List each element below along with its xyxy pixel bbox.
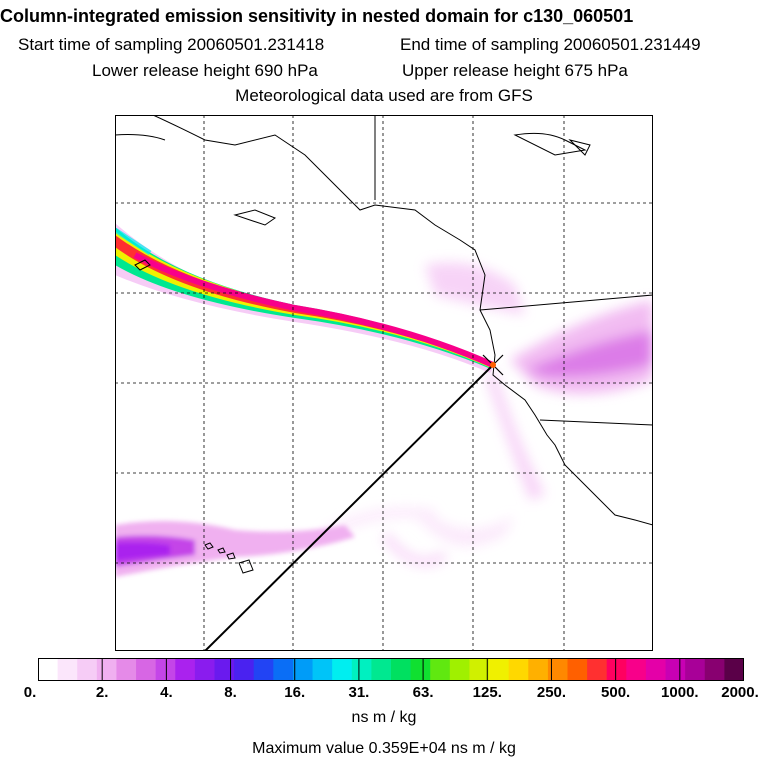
colorbar-cell	[645, 658, 667, 681]
lat-lon-grid	[115, 115, 653, 651]
colorbar-cell	[508, 658, 529, 681]
colorbar-tick-label: 2.	[95, 684, 109, 701]
colorbar-cell	[410, 658, 431, 681]
lower-release-height: Lower release height 690 hPa	[92, 61, 318, 80]
page-title: Column-integrated emission sensitivity i…	[0, 6, 634, 26]
colorbar-cell	[430, 658, 451, 681]
sampling-end-time: End time of sampling 20060501.231449	[400, 35, 701, 54]
colorbar-cell	[665, 658, 686, 681]
flight-track	[204, 364, 494, 651]
colorbar-cell	[155, 658, 176, 681]
colorbar-cell	[724, 658, 744, 681]
colorbar-tick-label: 125.	[472, 684, 502, 701]
colorbar-tick-label: 8.	[224, 684, 237, 701]
colorbar-cell	[606, 658, 627, 681]
colorbar-cell	[351, 658, 372, 681]
colorbar-cell	[96, 658, 117, 681]
sampling-start-time: Start time of sampling 20060501.231418	[18, 35, 325, 54]
hawaii-islands	[204, 542, 254, 574]
colorbar-cell	[489, 658, 510, 681]
colorbar-tick-label: 500.	[601, 684, 631, 701]
colorbar-tick-label: 2000.	[721, 684, 759, 701]
main-plume	[115, 223, 495, 373]
colorbar-cell	[77, 658, 98, 681]
colorbar-cell	[371, 658, 392, 681]
colorbar-cell	[332, 658, 353, 681]
colorbar-cell	[38, 658, 59, 681]
colorbar-cell	[704, 658, 725, 681]
colorbar-cell	[312, 658, 333, 681]
colorbar-cell	[391, 658, 412, 681]
faint-sensitivity-haze	[322, 262, 653, 566]
colorbar-cell	[292, 658, 314, 681]
colorbar-tick-label: 4.	[160, 684, 173, 701]
colorbar-cell	[469, 658, 490, 681]
coastlines	[115, 115, 653, 526]
colorbar-cell	[253, 658, 274, 681]
colorbar-tick-label: 63.	[412, 684, 434, 701]
colorbar-tick-label: 31.	[348, 684, 370, 701]
colorbar-tick-label: 1000.	[661, 684, 699, 701]
colorbar-cell	[116, 658, 137, 681]
colorbar-cell	[685, 658, 706, 681]
colorbar-cell	[214, 658, 235, 681]
colorbar-cell	[587, 658, 608, 681]
colorbar-units: ns m / kg	[351, 709, 417, 726]
sensitivity-map	[115, 115, 653, 651]
colorbar-cell	[547, 658, 568, 681]
colorbar-tick-label: 250.	[536, 684, 567, 701]
colorbar-cell	[567, 658, 588, 681]
x-marker-icon	[482, 354, 504, 376]
colorbar-cell	[136, 658, 157, 681]
met-data-source: Meteorological data used are from GFS	[235, 86, 533, 105]
colorbar-cell	[449, 658, 470, 681]
colorbar-tick-label: 0.	[23, 684, 37, 701]
colorbar-cell	[194, 658, 215, 681]
colorbar-cell	[175, 658, 196, 681]
colorbar-cell	[273, 658, 294, 681]
colorbar-cell	[234, 658, 255, 681]
colorbar-cell	[57, 658, 78, 681]
color-scale-bar	[38, 658, 744, 681]
maximum-value: Maximum value 0.359E+04 ns m / kg	[252, 740, 516, 757]
colorbar-cell	[626, 658, 647, 681]
colorbar-tick-label: 16.	[284, 684, 306, 701]
colorbar-cell	[528, 658, 549, 681]
upper-release-height: Upper release height 675 hPa	[402, 61, 628, 80]
